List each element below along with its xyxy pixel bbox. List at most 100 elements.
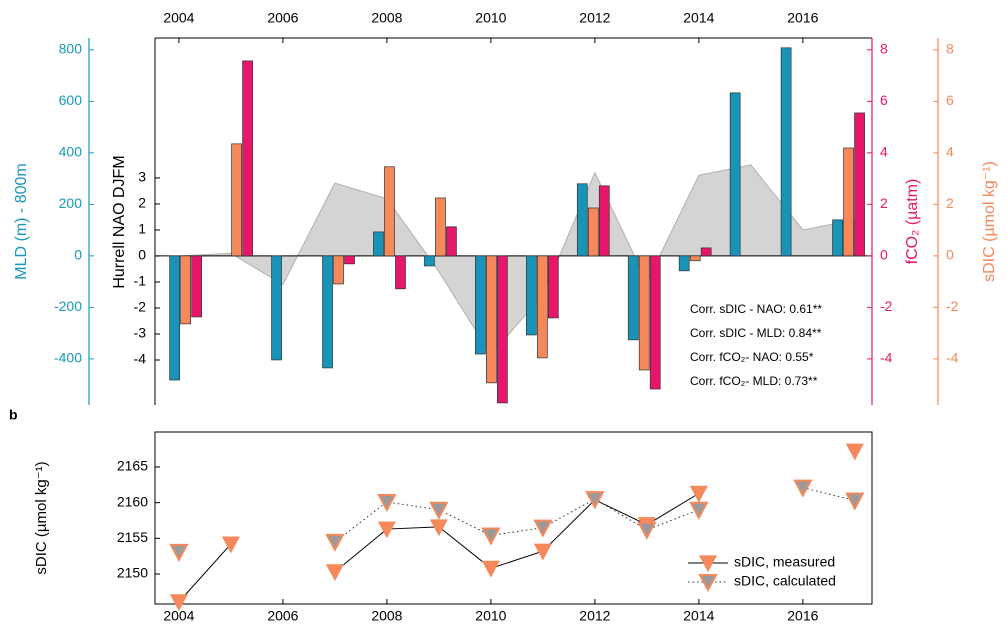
x-tick-label: 2010 bbox=[475, 608, 506, 624]
marker bbox=[793, 479, 813, 498]
x-tick-label: 2012 bbox=[579, 608, 610, 624]
bar bbox=[678, 255, 690, 272]
bar bbox=[854, 112, 865, 257]
y-tick-label: -200 bbox=[54, 298, 82, 314]
frame bbox=[154, 431, 873, 605]
x-tick-label: 2006 bbox=[267, 608, 298, 624]
y4-tick-label: -2 bbox=[134, 299, 147, 315]
x-tick-label: 2006 bbox=[267, 10, 298, 26]
y-tick-label: 2165 bbox=[117, 458, 148, 474]
y-axis-title: sDIC (µmol kg⁻¹) bbox=[33, 461, 50, 574]
bar bbox=[587, 207, 599, 257]
marker bbox=[429, 501, 449, 520]
y3-tick-label: -2 bbox=[946, 298, 959, 314]
bar bbox=[525, 255, 537, 336]
x-tick-label: 2008 bbox=[371, 608, 402, 624]
y4-tick-label: 1 bbox=[138, 221, 146, 237]
bar bbox=[729, 92, 741, 257]
y3-tick-label: 4 bbox=[946, 144, 954, 160]
annotation: Corr. sDIC - NAO: 0.61** bbox=[690, 302, 822, 316]
bar bbox=[242, 60, 253, 257]
bar bbox=[271, 255, 282, 361]
bar bbox=[486, 255, 497, 384]
bar bbox=[424, 255, 435, 267]
y2-tick-label: 2 bbox=[880, 195, 888, 211]
y3-tick-label: 6 bbox=[946, 92, 954, 108]
y4-axis-title: Hurrell NAO DJFM bbox=[111, 155, 128, 288]
marker bbox=[377, 521, 396, 539]
y-tick-label: 600 bbox=[59, 92, 83, 108]
marker bbox=[169, 594, 188, 612]
bar bbox=[700, 247, 712, 257]
bar bbox=[627, 255, 639, 341]
y2-tick-label: 8 bbox=[880, 41, 888, 57]
marker bbox=[845, 492, 865, 511]
y-tick-label: 0 bbox=[74, 247, 82, 263]
bar bbox=[649, 255, 661, 390]
bar bbox=[169, 255, 181, 381]
marker bbox=[221, 536, 240, 554]
y-tick-label: 2160 bbox=[117, 493, 148, 509]
y4-tick-label: 3 bbox=[138, 169, 146, 185]
bar bbox=[598, 185, 610, 257]
x-tick-label: 2016 bbox=[787, 608, 818, 624]
annotation: Corr. fCO₂- NAO: 0.55* bbox=[690, 350, 814, 364]
line bbox=[334, 498, 700, 543]
bar bbox=[689, 255, 701, 262]
marker bbox=[481, 527, 501, 546]
y-tick-label: 2150 bbox=[117, 565, 148, 581]
bar bbox=[322, 255, 333, 369]
bar bbox=[547, 255, 559, 319]
bar bbox=[536, 255, 548, 359]
x-tick-label: 2014 bbox=[683, 608, 714, 624]
y2-tick-label: -4 bbox=[880, 350, 893, 366]
marker bbox=[689, 485, 708, 503]
y3-tick-label: 0 bbox=[946, 247, 954, 263]
marker bbox=[845, 443, 864, 461]
marker bbox=[585, 491, 605, 510]
x-tick-label: 2014 bbox=[683, 10, 714, 26]
y2-tick-label: -2 bbox=[880, 298, 893, 314]
marker bbox=[325, 533, 345, 553]
marker bbox=[429, 519, 448, 537]
bar bbox=[475, 255, 486, 355]
bar bbox=[497, 255, 508, 404]
y4-tick-label: -3 bbox=[134, 325, 147, 341]
bar bbox=[446, 226, 457, 257]
y2-tick-label: 0 bbox=[880, 247, 888, 263]
bar bbox=[231, 143, 242, 257]
legend-label: sDIC, calculated bbox=[734, 573, 836, 589]
y3-axis-title: sDIC (µmol kg⁻¹) bbox=[981, 161, 998, 282]
bar bbox=[843, 147, 854, 257]
y3-tick-label: 2 bbox=[946, 195, 954, 211]
y-tick-label: 200 bbox=[59, 195, 83, 211]
nao-area bbox=[178, 164, 856, 356]
y3-tick-label: 8 bbox=[946, 41, 954, 57]
bar bbox=[638, 255, 650, 371]
marker bbox=[533, 519, 553, 538]
y2-axis-title: fCO₂ (µatm) bbox=[904, 179, 921, 265]
marker bbox=[481, 560, 500, 578]
x-tick-label: 2012 bbox=[579, 10, 610, 26]
panel-label: b bbox=[9, 407, 18, 423]
bar bbox=[191, 255, 203, 318]
annotation: Corr. fCO₂- MLD: 0.73** bbox=[690, 374, 818, 388]
y2-tick-label: 6 bbox=[880, 92, 888, 108]
y-tick-label: 400 bbox=[59, 144, 83, 160]
line bbox=[178, 543, 232, 603]
bar bbox=[395, 255, 406, 290]
y-tick-label: 2155 bbox=[117, 529, 148, 545]
bar bbox=[780, 47, 792, 257]
x-tick-label: 2016 bbox=[787, 10, 818, 26]
marker bbox=[637, 521, 657, 540]
y4-tick-label: 0 bbox=[138, 247, 146, 263]
legend-marker bbox=[698, 574, 718, 593]
bar bbox=[576, 183, 588, 257]
bar bbox=[344, 255, 355, 265]
bar bbox=[333, 255, 344, 285]
y2-tick-label: 4 bbox=[880, 144, 888, 160]
x-tick-label: 2010 bbox=[475, 10, 506, 26]
y-tick-label: 800 bbox=[59, 41, 83, 57]
bar bbox=[373, 231, 384, 257]
